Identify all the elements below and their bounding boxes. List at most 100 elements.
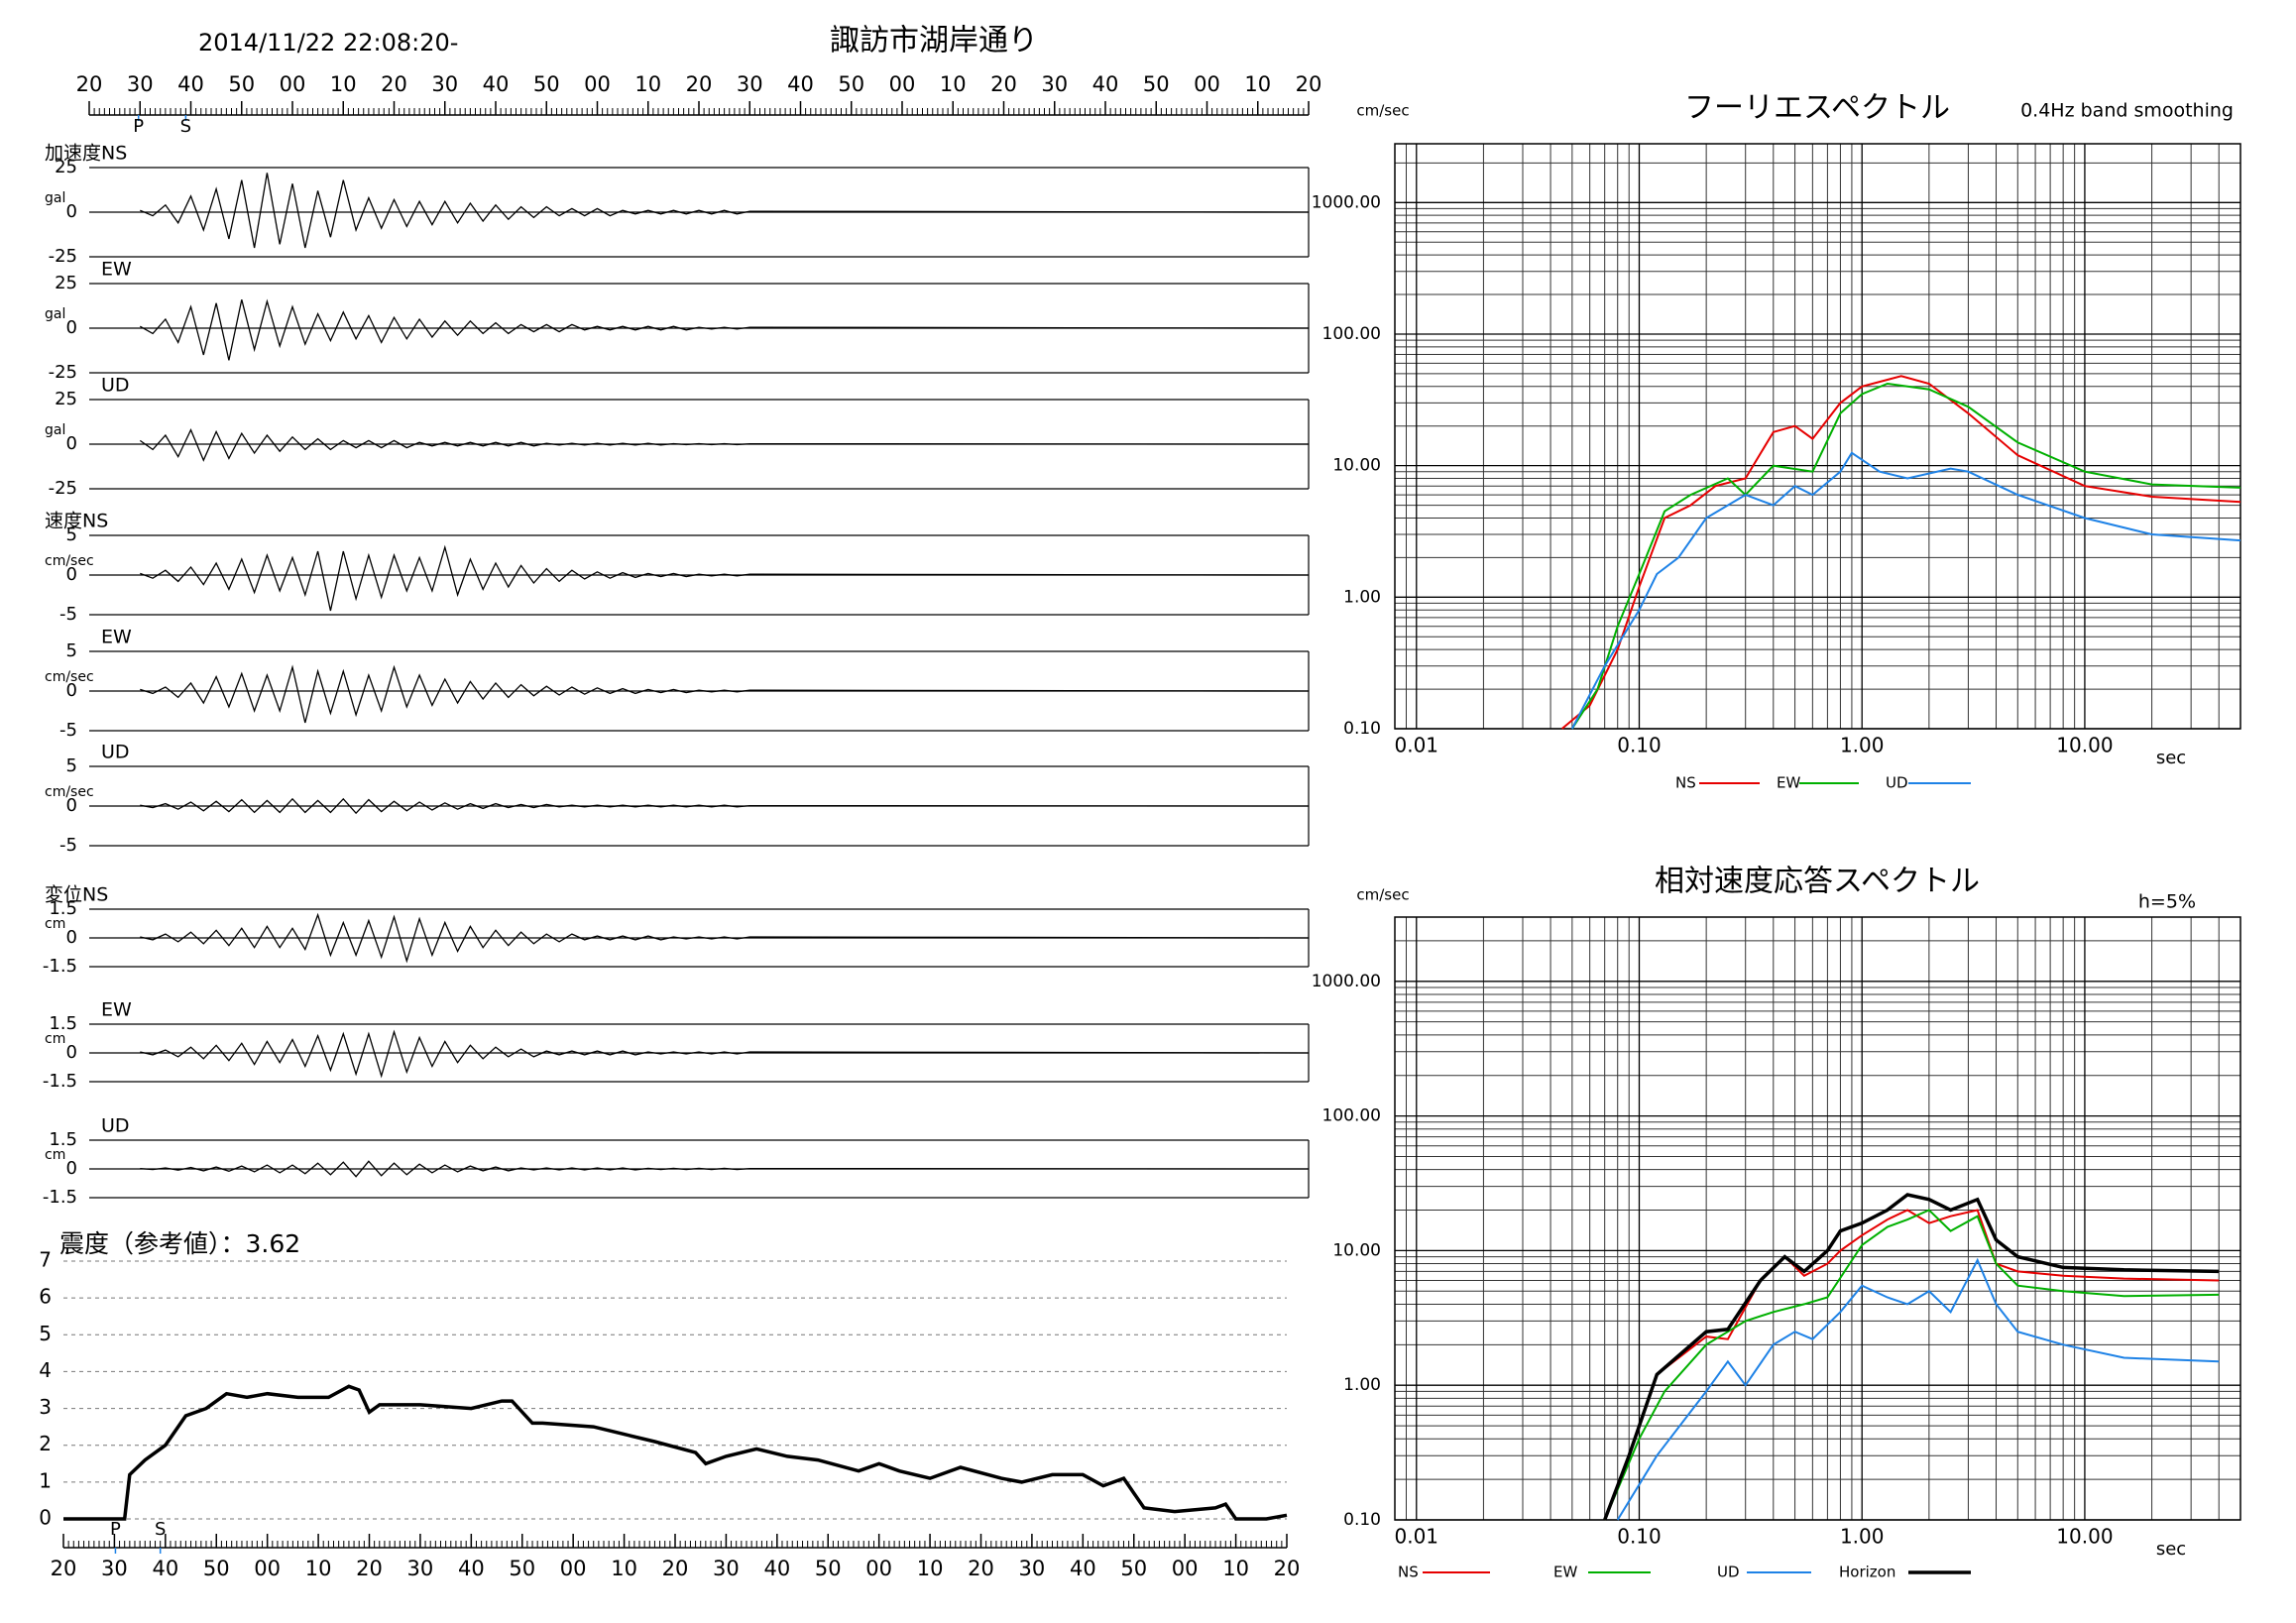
y-tick-label: 6	[39, 1285, 52, 1309]
x-tick-label: 40	[152, 1557, 178, 1580]
chart-subtitle: 0.4Hz band smoothing	[2020, 100, 2234, 122]
y-tick-label: 5	[66, 524, 77, 545]
legend-label: EW	[1777, 774, 1800, 792]
x-tick-label: 00	[560, 1557, 587, 1580]
y-tick-label: 5	[66, 755, 77, 776]
waveform	[140, 797, 1310, 815]
spectrum-line	[1603, 1193, 2220, 1521]
x-tick-label: 20	[686, 72, 713, 96]
legend-label: EW	[1553, 1564, 1577, 1581]
x-tick-label: 20	[356, 1557, 383, 1580]
spectrum-line	[1570, 382, 2241, 730]
unit-label: cm/sec	[45, 553, 94, 569]
waveform	[140, 912, 1310, 964]
spectrum-line	[1603, 1209, 2220, 1521]
y-tick-label: 25	[55, 157, 77, 177]
y-tick-label: 1.00	[1343, 1375, 1381, 1395]
y-tick-label: -1.5	[43, 1071, 77, 1092]
x-tick-label: 10	[1222, 1557, 1249, 1580]
station-name: 諏訪市湖岸通り	[830, 24, 1038, 58]
unit-label: cm	[45, 916, 65, 932]
y-unit: cm/sec	[1356, 886, 1409, 904]
x-tick-label: 10	[940, 72, 967, 96]
y-tick-label: 0.10	[1343, 1510, 1381, 1530]
spectrum-line	[1616, 1257, 2220, 1521]
y-tick-label: 1.5	[49, 1129, 77, 1150]
unit-label: gal	[45, 422, 65, 438]
y-tick-label: -1.5	[43, 956, 77, 977]
x-tick-label: 00	[254, 1557, 281, 1580]
x-tick-label: 20	[381, 72, 407, 96]
y-tick-label: -5	[59, 720, 77, 741]
y-tick-label: 5	[66, 640, 77, 661]
panel-label: 加速度NS	[45, 143, 127, 165]
x-tick-label: 20	[1296, 72, 1322, 96]
y-tick-label: 3	[39, 1395, 52, 1419]
x-tick-label: 20	[968, 1557, 994, 1580]
x-tick-label: 0.01	[1395, 1525, 1439, 1549]
x-tick-label: 10	[1244, 72, 1271, 96]
unit-label: cm	[45, 1031, 65, 1047]
y-tick-label: 25	[55, 273, 77, 293]
waveform	[139, 428, 1310, 462]
y-tick-label: 0	[66, 795, 77, 816]
unit-label: cm	[45, 1147, 65, 1163]
y-tick-label: 10.00	[1332, 456, 1381, 476]
unit-label: gal	[45, 190, 65, 206]
x-tick-label: 30	[713, 1557, 740, 1580]
y-tick-label: 25	[55, 389, 77, 409]
y-tick-label: 0	[66, 1158, 77, 1179]
phase-label: S	[180, 116, 191, 137]
x-tick-label: 50	[228, 72, 255, 96]
x-tick-label: 20	[990, 72, 1017, 96]
waveform	[140, 1029, 1310, 1079]
y-tick-label: 1.5	[49, 898, 77, 919]
y-tick-label: 1000.00	[1312, 972, 1381, 991]
plot-frame	[1394, 143, 2241, 730]
x-tick-label: 30	[1041, 72, 1068, 96]
x-tick-label: 0.10	[1617, 734, 1662, 757]
x-tick-label: 10	[305, 1557, 332, 1580]
chart-title: フーリエスペクトル	[1684, 91, 1950, 126]
x-tick-label: 40	[763, 1557, 790, 1580]
x-tick-label: 30	[431, 72, 458, 96]
x-tick-label: 10.00	[2056, 1525, 2113, 1549]
x-tick-label: 10	[611, 1557, 637, 1580]
y-tick-label: -25	[49, 246, 77, 267]
x-tick-label: 30	[407, 1557, 434, 1580]
y-tick-label: 0	[66, 201, 77, 222]
y-tick-label: 0	[66, 1042, 77, 1063]
y-tick-label: 1.00	[1343, 587, 1381, 607]
y-tick-label: 0	[66, 927, 77, 948]
record-datetime: 2014/11/22 22:08:20-	[198, 29, 458, 57]
x-tick-label: 50	[1143, 72, 1170, 96]
y-tick-label: -1.5	[43, 1187, 77, 1208]
y-tick-label: -25	[49, 478, 77, 499]
x-tick-label: 40	[1070, 1557, 1096, 1580]
x-tick-label: 50	[509, 1557, 535, 1580]
waveform	[140, 664, 1310, 724]
x-tick-label: 40	[177, 72, 204, 96]
panel-label: EW	[101, 627, 132, 648]
waveform	[140, 1160, 1310, 1178]
y-tick-label: 0.10	[1343, 719, 1381, 739]
panel-label: EW	[101, 259, 132, 281]
panel-label: 変位NS	[45, 884, 108, 906]
x-tick-label: 30	[737, 72, 763, 96]
x-tick-label: 10	[634, 72, 661, 96]
y-tick-label: 0	[39, 1506, 52, 1530]
x-tick-label: 40	[787, 72, 814, 96]
y-tick-label: 4	[39, 1358, 52, 1382]
y-tick-label: 10.00	[1332, 1240, 1381, 1260]
phase-label: P	[110, 1519, 121, 1540]
x-tick-label: 0.10	[1617, 1525, 1662, 1549]
x-tick-label: 10	[917, 1557, 944, 1580]
x-tick-label: 1.00	[1840, 1525, 1885, 1549]
y-tick-label: 0	[66, 680, 77, 701]
waveform	[140, 173, 1310, 249]
legend-label: UD	[1717, 1564, 1740, 1581]
legend-label: NS	[1398, 1564, 1419, 1581]
y-tick-label: 100.00	[1322, 1106, 1381, 1126]
legend-label: Horizon	[1839, 1564, 1895, 1581]
